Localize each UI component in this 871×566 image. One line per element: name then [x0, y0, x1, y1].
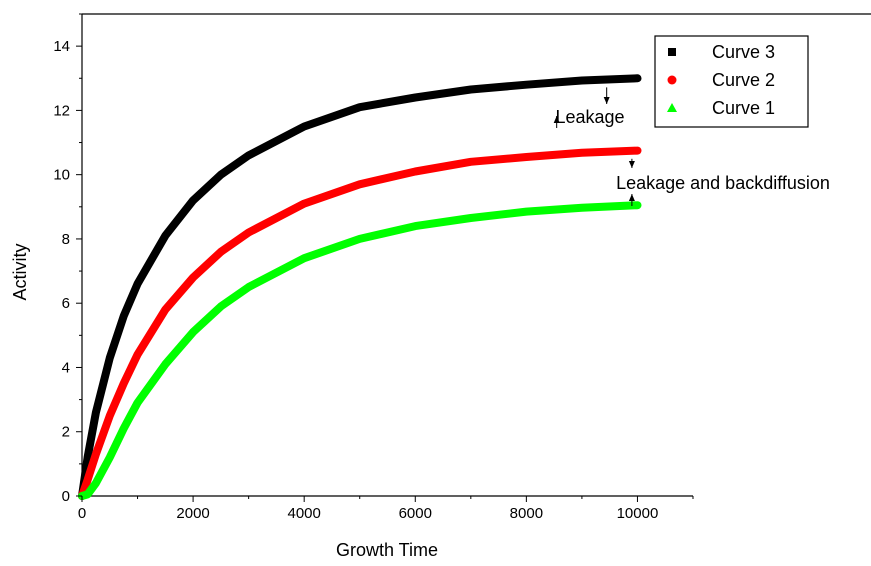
annotation-leakage: Leakage	[555, 107, 624, 127]
legend-box	[654, 35, 809, 128]
axes-frame	[81, 13, 871, 497]
x-tick-label: 0	[78, 505, 86, 522]
arrow-backdiffusion-up	[628, 194, 635, 206]
arrow-head	[628, 161, 635, 168]
series-layer	[78, 74, 642, 500]
legend-marker-curve-1	[667, 103, 677, 112]
annotations-layer: Leakage Leakage and backdiffusion	[553, 87, 830, 206]
y-tick-label: 4	[62, 359, 70, 376]
arrow-leakage-down	[603, 87, 610, 104]
arrow-head	[603, 97, 610, 104]
y-tick-label: 8	[62, 231, 70, 248]
y-tick-label: 10	[53, 167, 70, 184]
x-tick-label: 6000	[399, 505, 432, 522]
x-tick-label: 4000	[287, 505, 320, 522]
legend: Curve 3 Curve 2 Curve 1	[654, 35, 809, 128]
x-tick-label: 10000	[617, 505, 659, 522]
legend-marker-curve-2	[667, 75, 677, 85]
ticks-layer: 0 2000 4000 6000 8000 10000 0 2 4 6 8 10 12 14	[53, 13, 694, 522]
y-tick-label: 14	[53, 38, 70, 55]
legend-marker-curve-3	[668, 48, 676, 56]
arrow-leakage-up	[553, 116, 560, 128]
arrow-head	[553, 116, 560, 123]
arrow-head	[628, 194, 635, 201]
y-tick-label: 0	[62, 488, 70, 505]
series-line-curve-1	[78, 201, 642, 500]
arrow-backdiffusion-down	[628, 158, 635, 168]
x-tick-label: 2000	[176, 505, 209, 522]
annotation-leakage-backdiffusion: Leakage and backdiffusion	[616, 173, 830, 193]
legend-label-curve-2: Curve 2	[712, 70, 775, 90]
legend-label-curve-3: Curve 3	[712, 42, 775, 62]
legend-label-curve-1: Curve 1	[712, 98, 775, 118]
x-axis-title: Growth Time	[336, 540, 438, 560]
y-tick-label: 12	[53, 102, 70, 119]
y-axis-title: Activity	[10, 243, 30, 300]
x-tick-label: 8000	[510, 505, 543, 522]
y-tick-label: 2	[62, 424, 70, 441]
y-tick-label: 6	[62, 295, 70, 312]
series-line-curve-3	[78, 74, 642, 500]
series-line-curve-2	[78, 146, 642, 500]
